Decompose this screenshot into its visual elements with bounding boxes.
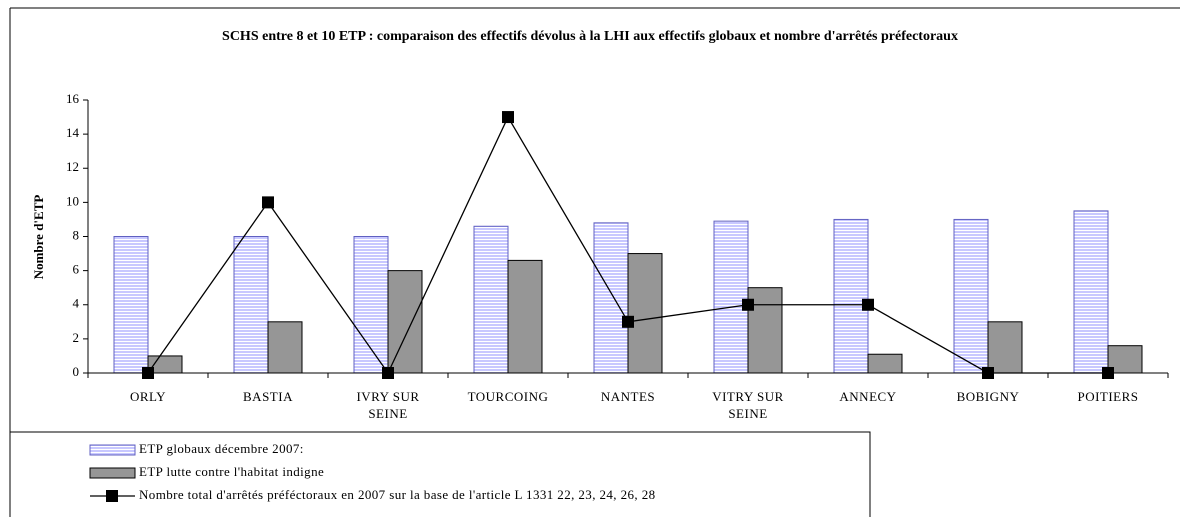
legend-label: ETP globaux décembre 2007:	[139, 441, 304, 456]
y-tick-label: 14	[66, 125, 80, 140]
x-tick-label: NANTES	[600, 389, 656, 404]
y-tick-label: 12	[66, 159, 79, 174]
legend-box	[9, 431, 871, 517]
bar	[473, 225, 509, 374]
y-axis-label: Nombre d'ETP	[31, 195, 46, 280]
y-tick-label: 8	[73, 227, 80, 242]
marker	[142, 367, 154, 379]
legend-swatch	[89, 444, 136, 456]
bar	[113, 236, 149, 374]
bar	[507, 259, 543, 374]
x-tick-label: ORLY	[129, 389, 167, 404]
y-tick-label: 16	[66, 91, 80, 106]
bar	[867, 353, 903, 374]
y-tick-label: 0	[73, 364, 80, 379]
bar	[233, 236, 269, 374]
marker	[862, 298, 874, 311]
x-tick-label: VITRY SUR SEINE	[712, 389, 784, 421]
chart-title: SCHS entre 8 et 10 ETP : comparaison des…	[222, 29, 958, 44]
marker	[502, 111, 514, 124]
marker	[382, 367, 394, 379]
legend-swatch	[106, 490, 118, 502]
marker	[1102, 367, 1114, 379]
bar	[953, 218, 989, 374]
bar	[627, 253, 663, 374]
marker	[622, 315, 634, 328]
bar	[267, 321, 303, 374]
x-tick-label: ANNECY	[839, 389, 897, 404]
y-tick-label: 10	[66, 193, 79, 208]
bar	[833, 218, 869, 374]
x-tick-label: TOURCOING	[467, 389, 549, 404]
x-tick-label: POITIERS	[1077, 389, 1139, 404]
bar	[987, 321, 1023, 374]
y-tick-label: 2	[73, 330, 80, 345]
x-tick-label: IVRY SUR SEINE	[356, 389, 420, 421]
legend-label: ETP lutte contre l'habitat indigne	[139, 464, 324, 479]
bar	[593, 222, 629, 374]
bar	[353, 236, 389, 374]
bar	[387, 270, 423, 374]
marker	[982, 367, 994, 379]
x-tick-label: BASTIA	[243, 389, 293, 404]
legend-swatch	[89, 467, 136, 479]
bar	[713, 220, 749, 374]
legend-label: Nombre total d'arrêtés préféctoraux en 2…	[139, 487, 656, 502]
marker	[742, 298, 754, 311]
bar	[1073, 210, 1109, 374]
x-tick-label: BOBIGNY	[956, 389, 1020, 404]
marker	[262, 196, 274, 209]
y-tick-label: 4	[73, 296, 80, 311]
y-tick-label: 6	[73, 262, 80, 277]
